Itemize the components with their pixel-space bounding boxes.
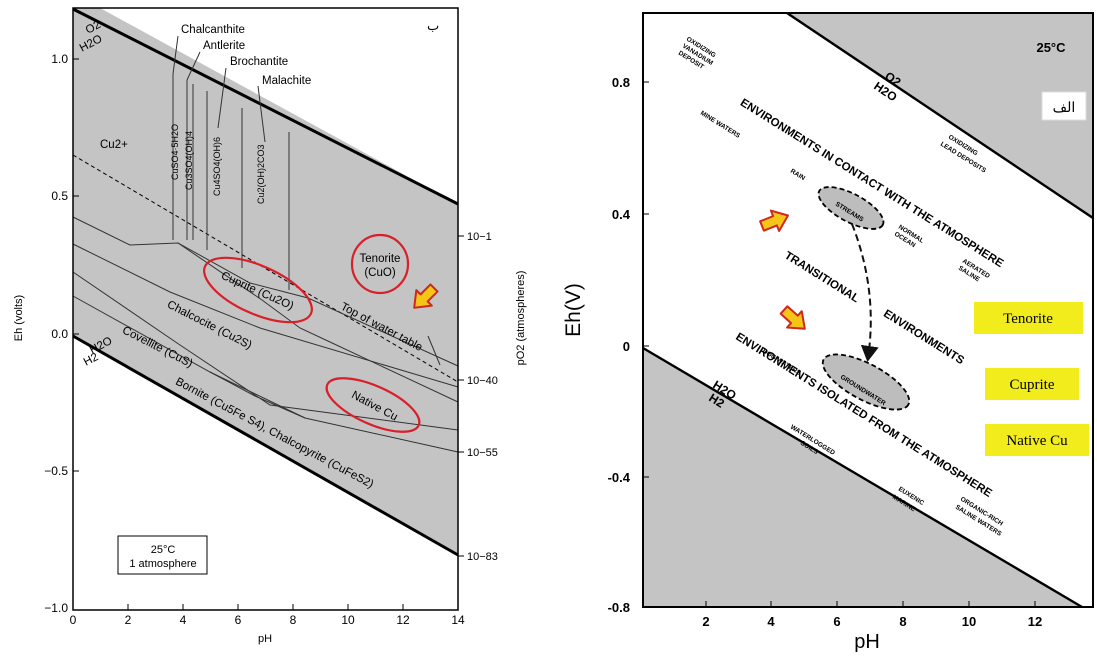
- left-boundary-lines: [72, 35, 459, 453]
- left-x-tick: 8: [290, 613, 297, 627]
- right-mineral-box-labels: Tenorite Cuprite Native Cu: [1003, 311, 1068, 449]
- cu2-label: Cu2+: [100, 139, 128, 151]
- right-y-tick: 0.8: [612, 75, 630, 90]
- malachite-label: Malachite: [262, 75, 311, 87]
- native-cu-box: [985, 424, 1089, 456]
- left-x-tick: 0: [70, 613, 77, 627]
- left-x-axis-label: pH: [258, 633, 272, 645]
- right-h2o-h2-line: [642, 346, 1083, 609]
- right-x-tick-labels: 2 4 6 8 10 12: [702, 614, 1042, 629]
- right-plot-frame: [642, 12, 1094, 608]
- left-x-tick: 2: [125, 613, 132, 627]
- left-x-tick: 12: [396, 613, 410, 627]
- right-temperature-label: 25°C: [1036, 40, 1066, 55]
- streams-to-groundwater-arrow: [851, 223, 879, 362]
- left-x-tick-labels: 0 2 4 6 8 10 12 14: [70, 613, 465, 627]
- right-y-tick: -0.4: [608, 470, 631, 485]
- groundwater-ellipse: [821, 353, 911, 411]
- left-y-tick: −1.0: [44, 601, 68, 615]
- left-y-tick: −0.5: [44, 464, 68, 478]
- right-x-axis-label: pH: [854, 631, 880, 653]
- cuprite-box: [985, 368, 1079, 400]
- cuprite-ellipse: [203, 256, 313, 324]
- right-o2-h2o-line: [786, 12, 1094, 219]
- right-x-tick: 2: [702, 614, 709, 629]
- cuprite-box-label: Cuprite: [1010, 377, 1055, 393]
- native-cu-box-label: Native Cu: [1006, 433, 1068, 449]
- left-top-mineral-labels: Chalcanthite Antlerite Brochantite Malac…: [181, 24, 311, 87]
- right-x-tick: 12: [1028, 614, 1042, 629]
- malachite-formula: Cu2(OH)2CO3: [256, 144, 266, 204]
- left-legend-box: [117, 535, 208, 575]
- right-x-tick: 6: [833, 614, 840, 629]
- left-x-tick: 4: [180, 613, 187, 627]
- left-right-axis-label: pO2 (atmospheres): [515, 271, 527, 366]
- left-legend-temp: 25°C: [151, 544, 176, 556]
- po2-tick: 10−83: [467, 551, 498, 563]
- right-y-tick: 0: [623, 339, 630, 354]
- left-water-table-line: [72, 154, 459, 383]
- streams-ellipse: [817, 186, 885, 230]
- right-x-tick: 10: [962, 614, 976, 629]
- tenorite-box: [974, 302, 1083, 334]
- tenorite-label: Tenorite: [360, 253, 401, 265]
- left-po2-tick-labels: 10−1 10−40 10−55 10−83: [467, 231, 498, 563]
- left-o2-h2o-line: [72, 7, 459, 206]
- right-corner-label-box: [1041, 91, 1087, 121]
- cuo-label: (CuO): [364, 267, 395, 279]
- left-diagram: [72, 7, 464, 611]
- antlerite-formula: Cu3SO4(OH)4: [184, 131, 194, 190]
- left-y-tick: 1.0: [51, 52, 68, 66]
- left-tick-marks: [73, 58, 464, 610]
- po2-tick: 10−1: [467, 231, 492, 243]
- left-legend-pressure: 1 atmosphere: [129, 558, 196, 570]
- left-y-tick: 0.5: [51, 189, 68, 203]
- right-x-tick: 4: [767, 614, 775, 629]
- left-y-tick: 0.0: [51, 327, 68, 341]
- right-x-tick: 8: [899, 614, 906, 629]
- left-plot-frame: [72, 7, 459, 611]
- cuso4-label: CuSO4·5H2O: [170, 124, 180, 180]
- antlerite-label: Antlerite: [203, 40, 245, 52]
- left-x-tick: 6: [235, 613, 242, 627]
- left-red-ellipses: [203, 233, 421, 433]
- tenorite-box-label: Tenorite: [1003, 311, 1053, 327]
- chalcanthite-label: Chalcanthite: [181, 24, 245, 36]
- brochantite-formula: Cu4SO4(OH)6: [212, 137, 222, 196]
- tenorite-ellipse: [350, 233, 410, 295]
- right-y-axis-label: Eh(V): [562, 283, 585, 337]
- left-h2o-h2-line: [72, 334, 459, 557]
- right-y-tick-labels: 0.8 0.4 0 -0.4 -0.8: [608, 75, 631, 615]
- right-y-tick: 0.4: [612, 207, 631, 222]
- left-y-axis-label: Eh (volts): [13, 295, 25, 341]
- po2-tick: 10−40: [467, 375, 498, 387]
- left-x-tick: 14: [451, 613, 465, 627]
- right-tick-marks: [643, 81, 1036, 607]
- po2-tick: 10−55: [467, 447, 498, 459]
- right-y-tick: -0.8: [608, 600, 630, 615]
- left-water-stability-field: [73, 8, 458, 555]
- native-cu-ellipse: [325, 377, 421, 433]
- right-corner-label: الف: [1053, 101, 1076, 116]
- left-x-tick: 10: [341, 613, 355, 627]
- left-corner-letter: ب: [427, 18, 439, 33]
- left-y-tick-labels: 1.0 0.5 0.0 −0.5 −1.0: [44, 52, 68, 615]
- right-diagram: [642, 12, 1094, 609]
- brochantite-label: Brochantite: [230, 56, 288, 68]
